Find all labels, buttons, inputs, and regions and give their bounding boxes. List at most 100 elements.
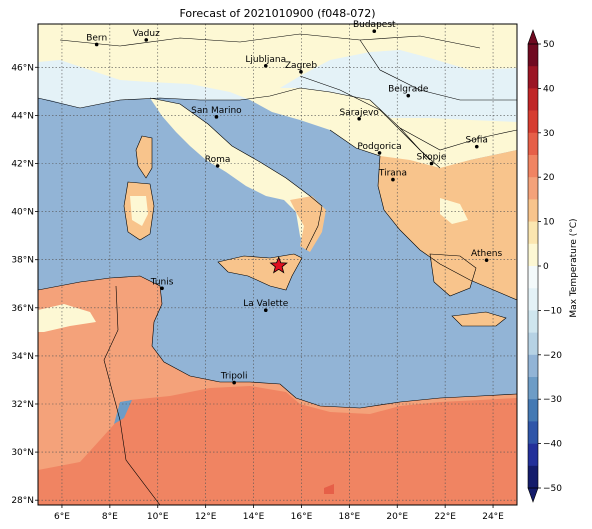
lon-tick-label: 14°E	[243, 512, 265, 522]
city-dot	[144, 38, 149, 42]
lat-tick-label: 42°N	[11, 159, 34, 169]
city-dot	[214, 115, 219, 119]
lat-tick-label: 46°N	[11, 63, 34, 73]
lon-tick-label: 12°E	[195, 512, 217, 522]
city-dot	[357, 116, 361, 121]
desert-cold-patch	[114, 400, 132, 424]
lat-tick-label: 40°N	[11, 208, 34, 218]
lat-tick-label: 28°N	[11, 496, 34, 506]
colorbar-tick-label: 40	[543, 84, 555, 94]
lat-tick-label: 44°N	[11, 111, 34, 121]
lon-tick-label: 20°E	[386, 512, 408, 522]
colorbar-segment	[528, 155, 538, 178]
colorbar-tick-label: −10	[543, 306, 562, 316]
italy-peninsula	[150, 98, 322, 250]
colorbar-segment	[528, 132, 538, 156]
lon-tick-label: 18°E	[339, 512, 361, 522]
plot-frame	[37, 23, 518, 506]
colorbar-segment	[528, 332, 538, 356]
colorbar-segment	[528, 399, 538, 422]
desert-hotspot	[324, 484, 334, 494]
greece-warm	[378, 150, 517, 300]
colorbar-segment	[528, 465, 538, 489]
city-label: Sarajevo	[340, 108, 380, 118]
colorbar-segment	[528, 44, 538, 67]
colorbar-segment	[528, 421, 538, 444]
land-mild	[38, 24, 517, 176]
lon-tick-label: 6°E	[54, 512, 70, 522]
city-label: Sofia	[466, 136, 488, 146]
colorbar-segment	[528, 110, 538, 134]
lon-tick-label: 24°E	[482, 512, 504, 522]
colorbar-tick-label: 30	[543, 129, 555, 139]
colorbar-segment	[528, 199, 538, 222]
lon-tick-label: 16°E	[291, 512, 313, 522]
colorbar-segment	[528, 177, 538, 200]
lon-tick-label: 22°E	[434, 512, 456, 522]
city-label: Budapest	[353, 20, 396, 30]
gridlines	[38, 24, 517, 505]
map-title: Forecast of 2021010900 (f048-072)	[179, 7, 376, 20]
desert-hot	[38, 386, 517, 505]
lat-tick-label: 36°N	[11, 304, 34, 314]
city-dot	[299, 70, 303, 74]
colorbar-segment	[528, 266, 538, 289]
colorbar-segment	[528, 88, 538, 111]
city-label: Roma	[205, 155, 231, 165]
country-borders	[38, 33, 517, 505]
colorbar-tick-label: −30	[543, 395, 562, 405]
corsica-island	[136, 136, 152, 178]
city-dot	[474, 144, 479, 149]
city-label: Tunis	[150, 277, 174, 287]
city-label: Podgorica	[357, 142, 401, 152]
city-label: Tripoli	[220, 372, 248, 382]
north-africa-mild-strip	[38, 304, 96, 332]
city-label: Ljubljana	[245, 55, 286, 65]
city-dot	[160, 286, 164, 291]
colorbar-tick-label: −40	[543, 440, 562, 450]
lon-tick-label: 10°E	[147, 512, 169, 522]
city-dot	[372, 29, 377, 34]
colorbar-tick-label: 20	[543, 173, 555, 183]
colorbar-tick-label: −50	[543, 484, 562, 494]
lat-tick-label: 30°N	[11, 448, 34, 458]
colorbar-extend-max	[527, 29, 539, 45]
greece-mild-pocket	[440, 198, 468, 224]
colorbar-segment	[528, 221, 538, 245]
city-label: Skopje	[417, 152, 447, 162]
city-dot	[377, 151, 382, 155]
city-label: Zagreb	[285, 61, 317, 71]
colorbar-label: Max Temperature (°C)	[569, 218, 579, 317]
axis-ticks: 6°E 8°E 10°E 12°E 14°E 16°E 18°E 20°E 22°E 24°E 28…	[11, 63, 504, 522]
colorbar-segment	[528, 310, 538, 333]
city-dot	[232, 380, 236, 385]
colorbar-tick-label: 10	[543, 218, 555, 228]
lon-tick-label: 8°E	[102, 512, 118, 522]
colorbar-tick-label: −20	[543, 351, 562, 361]
colorbar-tick-label: 0	[543, 262, 549, 272]
lat-tick-label: 34°N	[11, 352, 34, 362]
colorbar-tick-label: 50	[543, 40, 555, 50]
city-dot	[263, 64, 268, 68]
city-dot	[94, 42, 99, 47]
calabria-warm	[290, 196, 326, 252]
city-label: San Marino	[191, 106, 242, 116]
colorbar-segment	[528, 443, 538, 467]
colorbar-segment	[528, 66, 538, 89]
city-label: Vaduz	[133, 29, 160, 39]
city-label: Tirana	[378, 169, 407, 179]
city-label: Athens	[471, 249, 502, 259]
colorbar-segment	[528, 354, 538, 378]
city-dot	[429, 161, 434, 166]
event-star-marker	[269, 256, 288, 274]
city-label: Bern	[86, 33, 107, 43]
city-label: Belgrade	[388, 85, 429, 95]
sardinia-mild-core	[130, 196, 148, 226]
colorbar-segment	[528, 243, 538, 267]
colorbar-segment	[528, 377, 538, 400]
city-label: La Valette	[243, 299, 288, 309]
city-dot	[484, 258, 489, 262]
lat-tick-label: 38°N	[11, 256, 34, 266]
